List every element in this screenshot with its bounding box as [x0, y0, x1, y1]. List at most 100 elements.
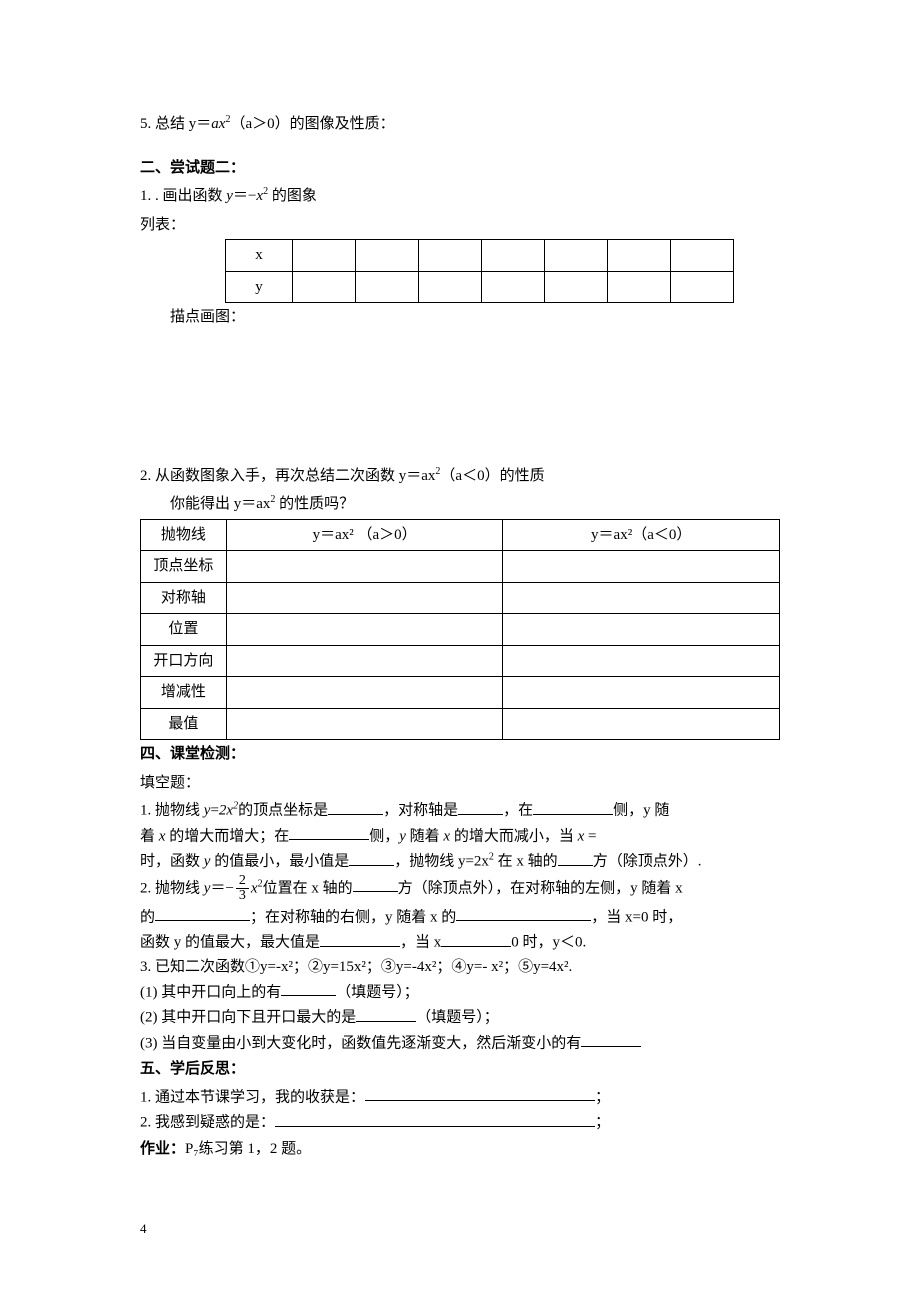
blank[interactable]: [320, 929, 400, 947]
text: ，对称轴是: [383, 803, 458, 819]
text: （填题号）；: [336, 984, 419, 1000]
text: ；: [595, 1115, 610, 1131]
text: ；: [595, 1089, 610, 1105]
blank[interactable]: [533, 797, 613, 815]
eq: ＝−: [210, 880, 233, 896]
text: (3) 当自变量由小到大变化时，函数值先逐渐变大，然后渐变小的有: [140, 1035, 581, 1051]
text: 5. 总结 y＝: [140, 116, 211, 132]
text: （a＞0）的图像及性质：: [230, 116, 394, 132]
fill-q2: 2. 抛物线 y＝−23x2位置在 x 轴的方（除顶点外），在对称轴的左侧，y …: [140, 874, 790, 955]
text: 1. 通过本节课学习，我的收获是：: [140, 1089, 365, 1105]
var-y: y: [226, 188, 233, 204]
blank[interactable]: [281, 979, 336, 997]
blank[interactable]: [155, 904, 250, 922]
table-cell[interactable]: [482, 240, 545, 272]
text: 1. . 画出函数: [140, 188, 226, 204]
blank[interactable]: [441, 929, 511, 947]
summary-row-label: 顶点坐标: [141, 551, 227, 583]
section4-header: 四、课堂检测：: [140, 740, 790, 769]
text: 位置在 x 轴的: [263, 880, 353, 896]
table-cell[interactable]: [356, 240, 419, 272]
eq: ＝: [233, 188, 248, 204]
blank[interactable]: [349, 848, 394, 866]
table-cell[interactable]: [482, 271, 545, 303]
table-cell[interactable]: [293, 240, 356, 272]
table-cell[interactable]: [671, 240, 734, 272]
table-cell[interactable]: [356, 271, 419, 303]
homework-text: P₇练习第 1，2 题。: [185, 1141, 311, 1157]
summary-cell[interactable]: [503, 582, 780, 614]
summary-cell[interactable]: [226, 582, 503, 614]
blank[interactable]: [353, 875, 398, 893]
text: 着: [140, 828, 159, 844]
text: 的增大而增大；在: [165, 828, 289, 844]
blank[interactable]: [458, 797, 503, 815]
summary-cell[interactable]: [503, 551, 780, 583]
blank[interactable]: [365, 1084, 595, 1102]
summary-cell: y＝ax² （a＞0）: [226, 519, 503, 551]
blank[interactable]: [275, 1109, 595, 1127]
section5-summary: 5. 总结 y＝ax2（a＞0）的图像及性质：: [140, 110, 790, 139]
numerator: 2: [236, 874, 249, 890]
fill-q1: 1. 抛物线 y=2x2的顶点坐标是，对称轴是，在侧，y 随 着 x 的增大而增…: [140, 797, 790, 874]
text: 的增大而减小，当: [450, 828, 578, 844]
text: (2) 其中开口向下且开口最大的是: [140, 1010, 356, 1026]
table-cell[interactable]: [545, 271, 608, 303]
table-cell[interactable]: [419, 240, 482, 272]
text: 2. 抛物线: [140, 880, 204, 896]
homework-label: 作业：: [140, 1141, 185, 1157]
xy-table: xy: [225, 239, 734, 303]
summary-cell[interactable]: [226, 551, 503, 583]
summary-cell[interactable]: [226, 614, 503, 646]
table-cell[interactable]: [545, 240, 608, 272]
text: （填题号）；: [416, 1010, 499, 1026]
summary-cell[interactable]: [503, 708, 780, 740]
blank[interactable]: [328, 797, 383, 815]
blank[interactable]: [289, 823, 369, 841]
eq: =: [210, 803, 218, 819]
blank[interactable]: [456, 904, 591, 922]
summary-cell[interactable]: [503, 677, 780, 709]
summary-row-label: 开口方向: [141, 645, 227, 677]
text: 的顶点坐标是: [238, 803, 328, 819]
text: 时，函数: [140, 854, 204, 870]
var-y: y: [399, 828, 406, 844]
summary-cell: y＝ax²（a＜0）: [503, 519, 780, 551]
summary-cell[interactable]: [503, 614, 780, 646]
summary-row-label: 增减性: [141, 677, 227, 709]
section2-header: 二、尝试题二：: [140, 154, 790, 183]
text: 的性质吗？: [275, 496, 354, 512]
text: 0 时，y＜0.: [511, 935, 586, 951]
table-cell[interactable]: [419, 271, 482, 303]
text: 2. 我感到疑惑的是：: [140, 1115, 275, 1131]
var-x: x: [251, 880, 258, 896]
summary-cell[interactable]: [226, 677, 503, 709]
table-row-label: x: [226, 240, 293, 272]
table-cell[interactable]: [293, 271, 356, 303]
table-cell[interactable]: [671, 271, 734, 303]
text: ，当 x: [400, 935, 441, 951]
text: =: [584, 828, 596, 844]
blank[interactable]: [356, 1004, 416, 1022]
text: 你能得出 y＝ax: [170, 496, 270, 512]
blank[interactable]: [581, 1030, 641, 1048]
fill-q3: 3. 已知二次函数①y=-x²；②y=15x²；③y=-4x²；④y=- x²；…: [140, 955, 790, 1056]
text: ，当 x=0 时，: [591, 909, 682, 925]
summary-row-label: 最值: [141, 708, 227, 740]
text: ，抛物线 y=2x: [394, 854, 489, 870]
summary-cell[interactable]: [503, 645, 780, 677]
summary-row-label: 抛物线: [141, 519, 227, 551]
blank[interactable]: [558, 848, 593, 866]
summary-table: 抛物线y＝ax² （a＞0）y＝ax²（a＜0）顶点坐标对称轴位置开口方向增减性…: [140, 519, 780, 741]
summary-cell[interactable]: [226, 708, 503, 740]
page-number: 4: [140, 1217, 147, 1242]
text: 侧，y 随: [613, 803, 669, 819]
text: 2. 从函数图象入手，再次总结二次函数 y＝ax: [140, 468, 435, 484]
table-cell[interactable]: [608, 271, 671, 303]
denominator: 3: [236, 889, 249, 904]
text: 的: [140, 909, 155, 925]
var-a: a: [211, 116, 219, 132]
table-cell[interactable]: [608, 240, 671, 272]
text: ；在对称轴的右侧，y 随着 x 的: [250, 909, 456, 925]
summary-cell[interactable]: [226, 645, 503, 677]
